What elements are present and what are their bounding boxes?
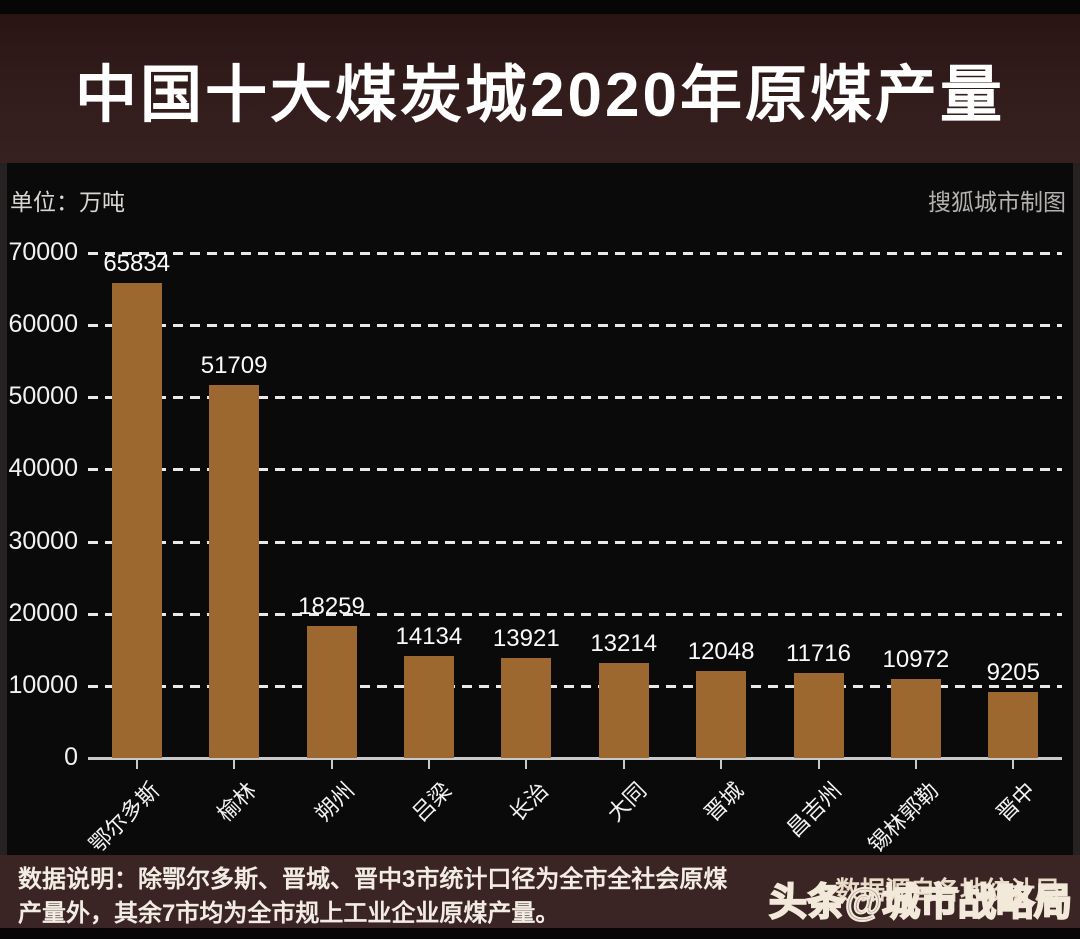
- bar: [111, 283, 162, 758]
- footer-right: 数据源自各地统计局 头条@城市战略局: [654, 855, 1074, 928]
- y-axis-tick-label: 10000: [8, 670, 78, 699]
- credit-label: 搜狐城市制图: [928, 189, 1066, 215]
- bar-value-label: 9205: [986, 658, 1040, 686]
- x-axis-tick: [1012, 760, 1015, 769]
- x-axis-tick: [720, 760, 723, 769]
- bar: [501, 657, 552, 758]
- gridline: [88, 324, 1062, 328]
- bar: [988, 691, 1039, 758]
- x-axis-tick: [525, 760, 528, 769]
- page-title: 中国十大煤炭城2020年原煤产量: [75, 60, 1005, 130]
- x-axis-tick: [914, 760, 917, 769]
- bar-value-label: 65834: [103, 250, 171, 278]
- gridline: [88, 612, 1062, 616]
- gridline: [88, 468, 1062, 472]
- data-note-line1: 数据说明：除鄂尔多斯、晋城、晋中3市统计口径为全市全社会原煤: [18, 866, 728, 893]
- bar-value-label: 13214: [590, 629, 658, 657]
- bar-value-label: 13921: [492, 624, 560, 652]
- bar: [306, 626, 357, 758]
- data-note-line2: 产量外，其余7市均为全市规上工业企业原煤产量。: [18, 900, 560, 927]
- bar-value-label: 12048: [687, 638, 755, 666]
- bar: [890, 678, 941, 758]
- y-axis-tick-label: 20000: [8, 598, 78, 627]
- y-axis-tick-label: 40000: [8, 454, 78, 483]
- bar: [696, 671, 747, 758]
- unit-label: 单位：万吨: [10, 189, 125, 215]
- y-axis-tick-label: 70000: [8, 238, 78, 266]
- bar-value-label: 18259: [298, 593, 365, 621]
- bar-value-label: 11716: [786, 640, 851, 668]
- bar: [403, 656, 454, 758]
- data-note: 数据说明：除鄂尔多斯、晋城、晋中3市统计口径为全市全社会原煤 产量外，其余7市均…: [18, 863, 727, 931]
- top-border-strip: [0, 0, 1080, 14]
- x-axis-line: [88, 757, 1062, 760]
- watermark: 头条@城市战略局: [768, 881, 1073, 925]
- gridline: [88, 252, 1062, 255]
- bottom-border-strip: [0, 928, 1080, 939]
- y-axis-tick-label: 30000: [8, 526, 78, 555]
- right-border-strip: [1073, 163, 1080, 855]
- left-border-strip: [0, 163, 7, 855]
- data-source-label: 数据源自各地统计局: [834, 877, 1060, 905]
- bar: [793, 673, 844, 758]
- x-axis-tick: [233, 760, 236, 769]
- x-axis-tick: [330, 760, 333, 769]
- bar-value-label: 10972: [882, 645, 950, 673]
- y-axis-tick-label: 60000: [8, 310, 78, 339]
- bar: [598, 662, 649, 758]
- bar-value-label: 14134: [395, 623, 463, 651]
- x-axis-tick: [622, 760, 625, 769]
- y-axis-tick-label: 50000: [8, 382, 78, 411]
- gridline: [88, 396, 1062, 400]
- x-axis-tick: [135, 760, 138, 769]
- gridline: [88, 540, 1062, 544]
- x-axis-tick: [427, 760, 430, 769]
- x-axis-tick: [817, 760, 820, 769]
- gridline: [88, 684, 1062, 688]
- title-band: 中国十大煤炭城2020年原煤产量: [0, 14, 1080, 163]
- bar-value-label: 51709: [200, 351, 268, 379]
- y-axis-tick-label: 0: [64, 743, 78, 771]
- bar: [209, 384, 260, 758]
- footer-band: 数据说明：除鄂尔多斯、晋城、晋中3市统计口径为全市全社会原煤 产量外，其余7市均…: [0, 855, 1080, 928]
